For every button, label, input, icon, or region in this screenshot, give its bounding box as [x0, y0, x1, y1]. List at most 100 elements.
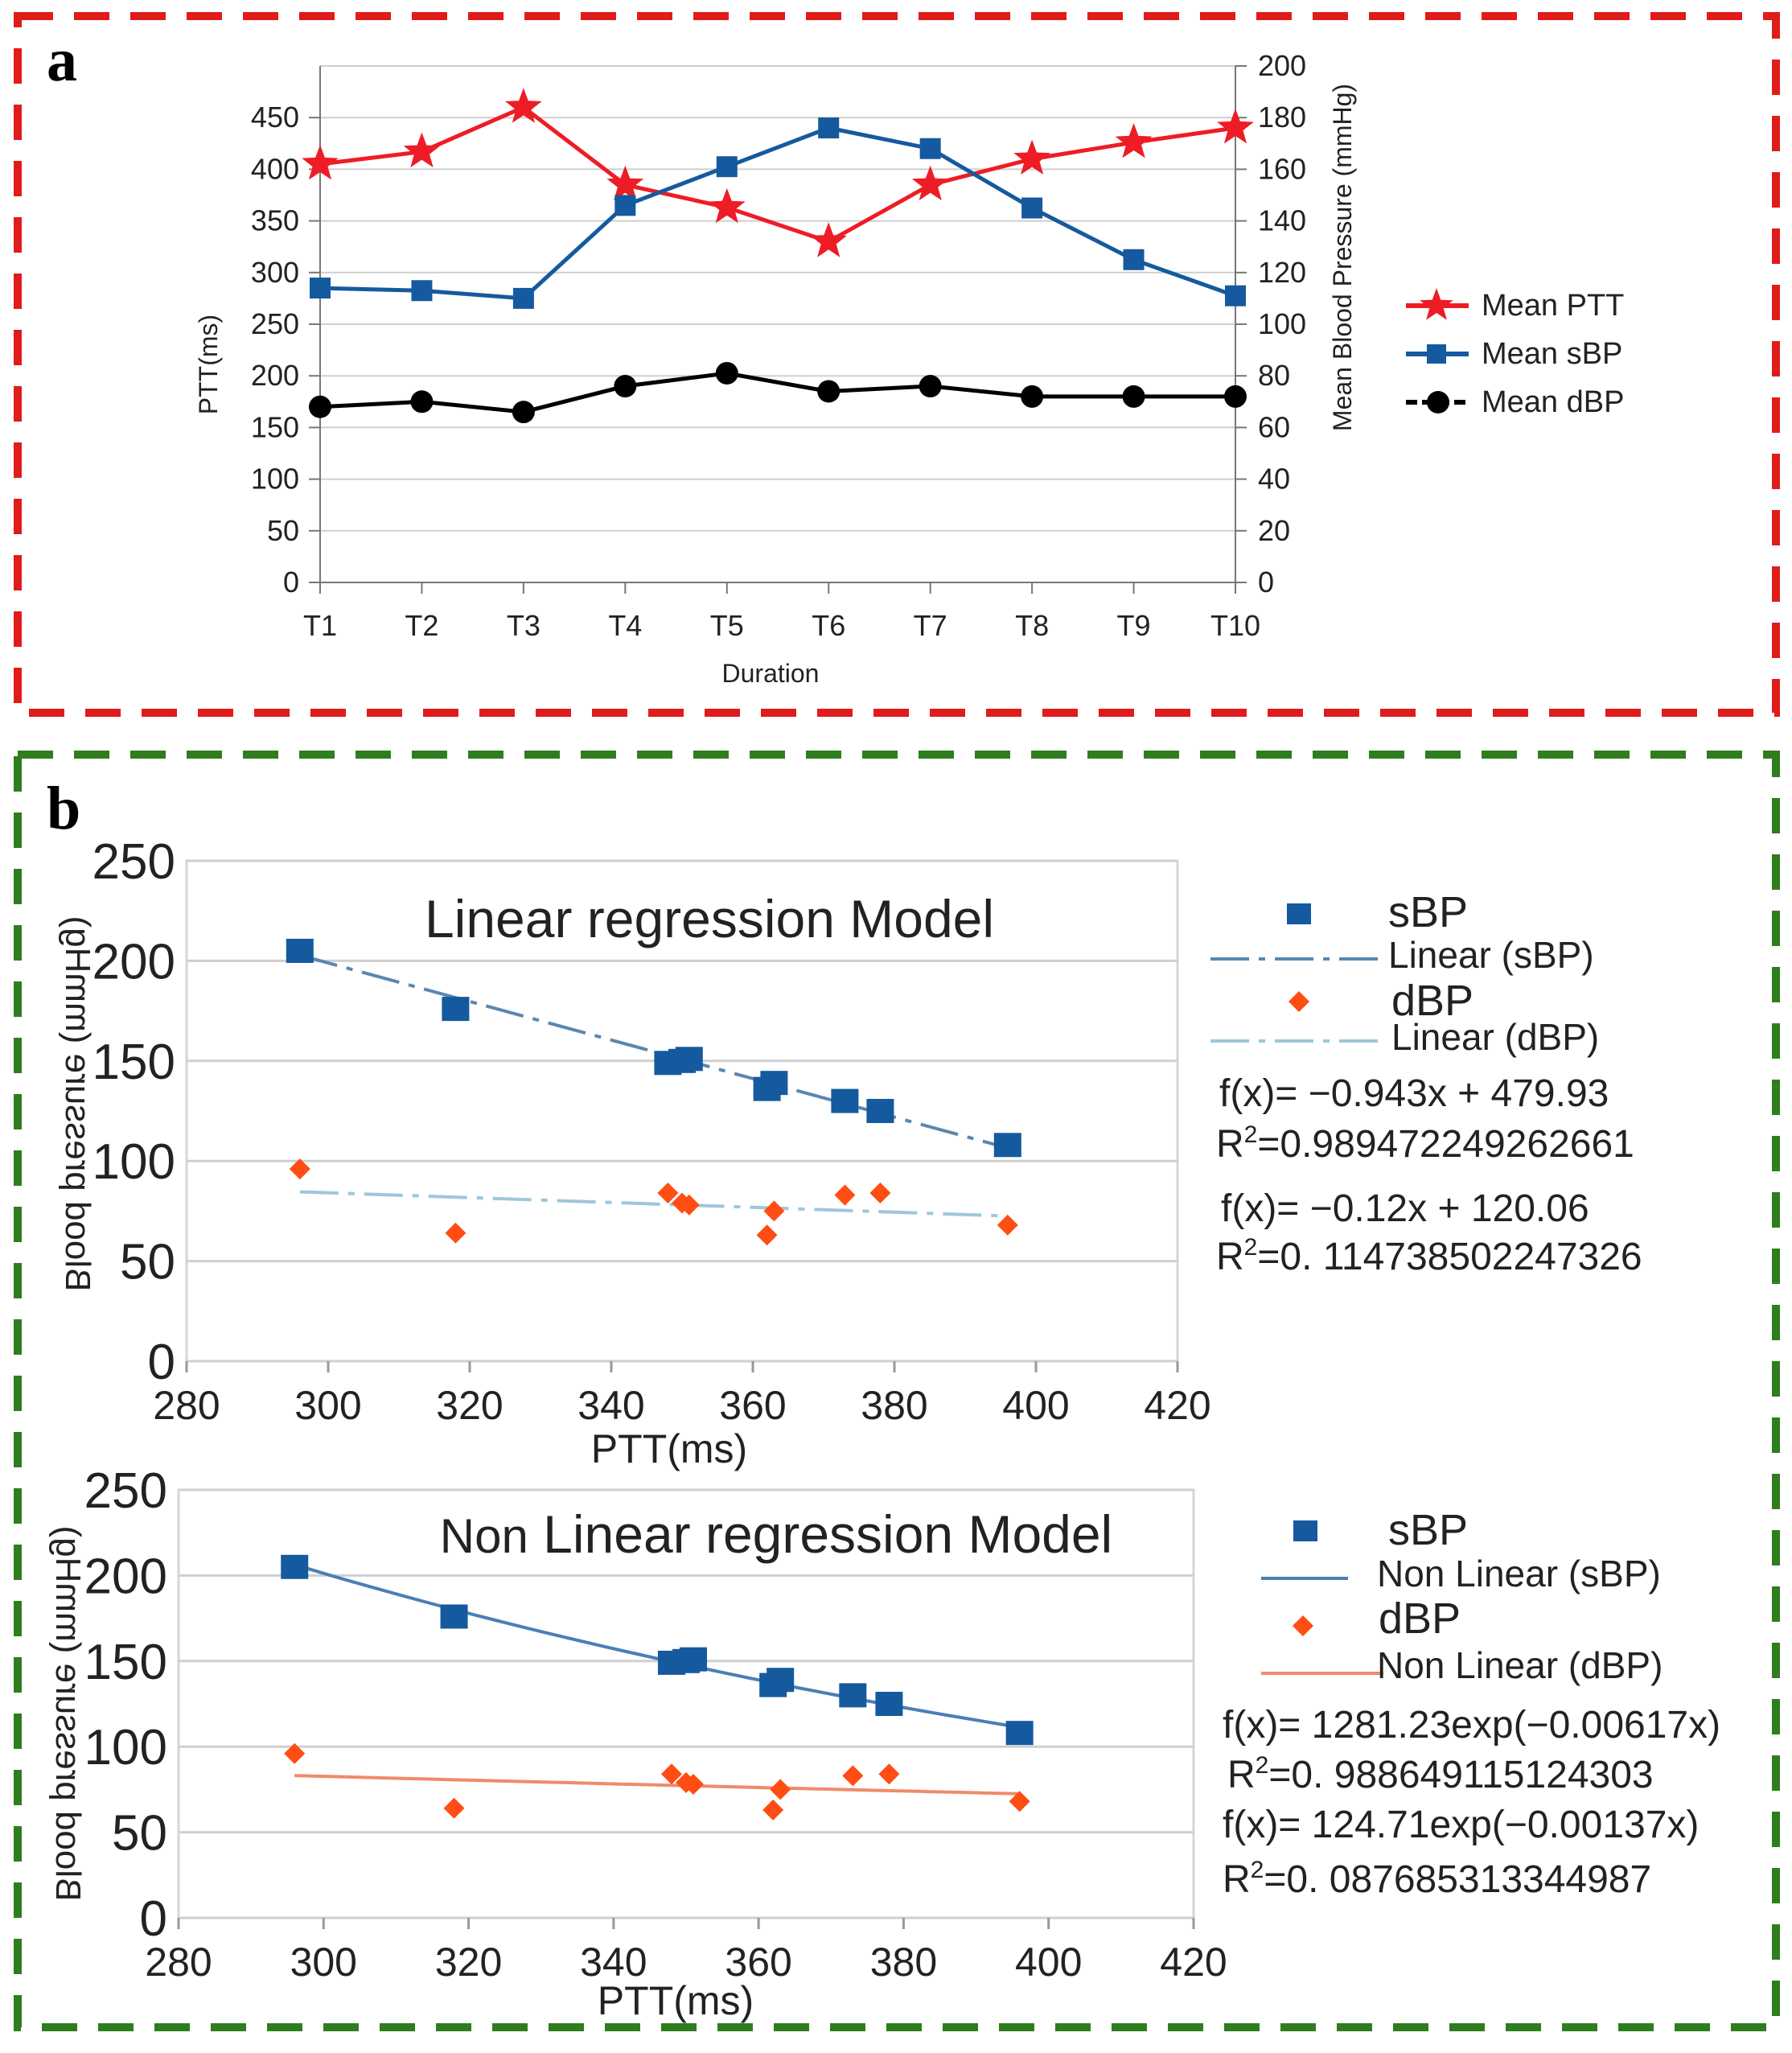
a-y2tick-label: 200: [1258, 49, 1306, 82]
b1-title: Linear regression Model: [425, 889, 994, 948]
b2-formula-sbp: f(x)= 1281.23exp(−0.00617x): [1223, 1704, 1720, 1746]
a-dbp-point: [614, 375, 637, 398]
b1-plot-dbp-point: [997, 1214, 1018, 1236]
b2-plot-dbp-point: [1009, 1791, 1030, 1812]
b1-plot-plot-area: [185, 859, 1179, 1363]
b1-plot-xtick-label: 420: [1144, 1383, 1210, 1428]
a-ptt-point: [911, 165, 949, 201]
a-series-line: [319, 105, 1236, 245]
b2-plot-sbp-point: [767, 1668, 795, 1693]
b2-ylabel: Blood pressure (mmHg): [48, 1525, 88, 1901]
a-dbp-point: [715, 361, 738, 385]
b2-plot-ytick-label: 0: [140, 1891, 167, 1947]
b2-plot-dbp-point: [443, 1797, 465, 1819]
b1-plot-dbp-point: [289, 1158, 310, 1180]
b2-legend-sbp: sBP: [1388, 1506, 1468, 1554]
panel-b-label: b: [47, 775, 80, 842]
b1-plot-dbp-point: [678, 1194, 700, 1216]
a-ytick-label: 300: [251, 256, 299, 289]
a-ptt-point: [810, 222, 847, 257]
b1-plot-xtick-label: 340: [577, 1383, 644, 1428]
a-xtick-label: T7: [914, 609, 947, 642]
b1-plot-ytick-label: 0: [148, 1335, 175, 1390]
b1-plot-dbp-point: [834, 1184, 856, 1206]
legend-ptt-marker: [1420, 288, 1453, 320]
b2-plot-sbp-point: [839, 1683, 867, 1708]
b2-plot-xtick-label: 420: [1160, 1940, 1227, 1985]
a-ytick-label: 200: [251, 359, 299, 392]
b1-plot-ytick-label: 50: [120, 1235, 175, 1290]
b2-plot-ytick-label: 150: [84, 1635, 167, 1690]
b1-plot-ytick-label: 100: [92, 1134, 175, 1190]
a-xtick-label: T6: [812, 609, 845, 642]
b2-plot-sbp-point: [1005, 1721, 1034, 1746]
b2-plot-dbp-point: [762, 1799, 784, 1821]
a-dbp-point: [512, 401, 535, 424]
legend-sbp-marker: [1427, 344, 1446, 364]
legend-dbp: Mean dBP: [1406, 385, 1624, 419]
b2-plot-dbp-point: [770, 1779, 791, 1800]
a-ptt-point: [606, 165, 644, 201]
b1-plot-sbp-point: [442, 997, 470, 1022]
a-y2tick-label: 180: [1258, 101, 1306, 134]
b1-plot-ytick-label: 150: [92, 1035, 175, 1090]
b2-plot-sbp-point: [875, 1692, 903, 1716]
b1-legend-linear-dbp: Linear (dBP): [1391, 1016, 1599, 1058]
a-ptt-point: [1217, 109, 1254, 144]
b1-ylabel: Blood pressure (mmHg): [58, 915, 97, 1291]
b1-xlabel: PTT(ms): [591, 1426, 747, 1471]
a-ptt-point: [1115, 123, 1153, 158]
a-dbp-point: [817, 380, 841, 403]
a-y2tick-label: 0: [1258, 566, 1274, 599]
a-xtick-label: T2: [405, 609, 438, 642]
b2-plot-dbp-point: [842, 1765, 864, 1787]
b2-plot-xtick-label: 380: [870, 1940, 937, 1985]
panel-a-frame: [14, 12, 1780, 717]
b2-plot-xtick-label: 320: [435, 1940, 502, 1985]
a-xlabel: Duration: [722, 659, 820, 688]
a-legend: Mean PTT Mean sBP Mean dBP: [1406, 288, 1624, 419]
b1-plot-sbp-point: [760, 1071, 788, 1096]
b1-formula-dbp: f(x)= −0.12x + 120.06: [1221, 1187, 1589, 1230]
a-ytick-label: 50: [267, 514, 299, 547]
a-xtick-label: T10: [1210, 609, 1260, 642]
a-y2tick-label: 40: [1258, 463, 1290, 496]
a-ytick-label: 450: [251, 101, 299, 134]
b2-r2-dbp: R2=0. 087685313344987: [1223, 1857, 1651, 1901]
b2-plot-sbp-point: [440, 1604, 468, 1629]
b2-legend-dbp: dBP: [1379, 1594, 1461, 1643]
panel-a-label: a: [47, 27, 77, 94]
a-dbp-point: [1122, 385, 1145, 408]
b1-plot-dbp-point: [869, 1183, 891, 1204]
b2-plot-dbp-point: [660, 1763, 682, 1785]
a-ylabel: PTT(ms): [194, 315, 223, 414]
b2-plot-xtick-label: 300: [290, 1940, 357, 1985]
b2-legend-nonlinear-sbp: Non Linear (sBP): [1377, 1553, 1661, 1594]
chart-a: 0 50 100 150 200 250 300 350 400 450 0 20 40 60 80 100 1…: [194, 49, 1624, 688]
b2-plot-fit-line: [294, 1774, 1020, 1796]
a-ptt-point: [403, 132, 441, 167]
b2-xlabel: PTT(ms): [598, 1978, 754, 2023]
b2-legend-nonlinear-dbp: Non Linear (dBP): [1377, 1644, 1663, 1686]
a-sbp-point: [310, 278, 331, 299]
b2-plot-ytick-label: 200: [84, 1549, 167, 1604]
b1-plot-xtick-label: 280: [153, 1383, 220, 1428]
b2-plot-sbp-point: [680, 1647, 708, 1672]
b2-plot-plot-area: [177, 1488, 1195, 1919]
b2-plot-xtick-label: 400: [1015, 1940, 1082, 1985]
a-ytick-label: 0: [283, 566, 299, 599]
b2-title: Non Linear regression Model: [440, 1504, 1112, 1564]
b1-plot-ytick-label: 200: [92, 934, 175, 989]
b1-plot-sbp-point: [675, 1047, 703, 1072]
b1-formula-sbp: f(x)= −0.943x + 479.93: [1219, 1072, 1609, 1115]
legend-ptt: Mean PTT: [1406, 288, 1624, 323]
b1-r2-sbp: R2=0.989472249262661: [1216, 1121, 1634, 1166]
a-y2tick-label: 160: [1258, 152, 1306, 185]
a-sbp-point: [919, 138, 941, 159]
legend-sbp: Mean sBP: [1406, 337, 1622, 371]
a-y2tick-label: 80: [1258, 359, 1290, 392]
b2-plot-dbp-point: [683, 1774, 705, 1796]
b2-legend: sBP Non Linear (sBP) dBP Non Linear (dBP…: [1223, 1506, 1720, 1901]
b1-plot-xtick-label: 300: [294, 1383, 361, 1428]
